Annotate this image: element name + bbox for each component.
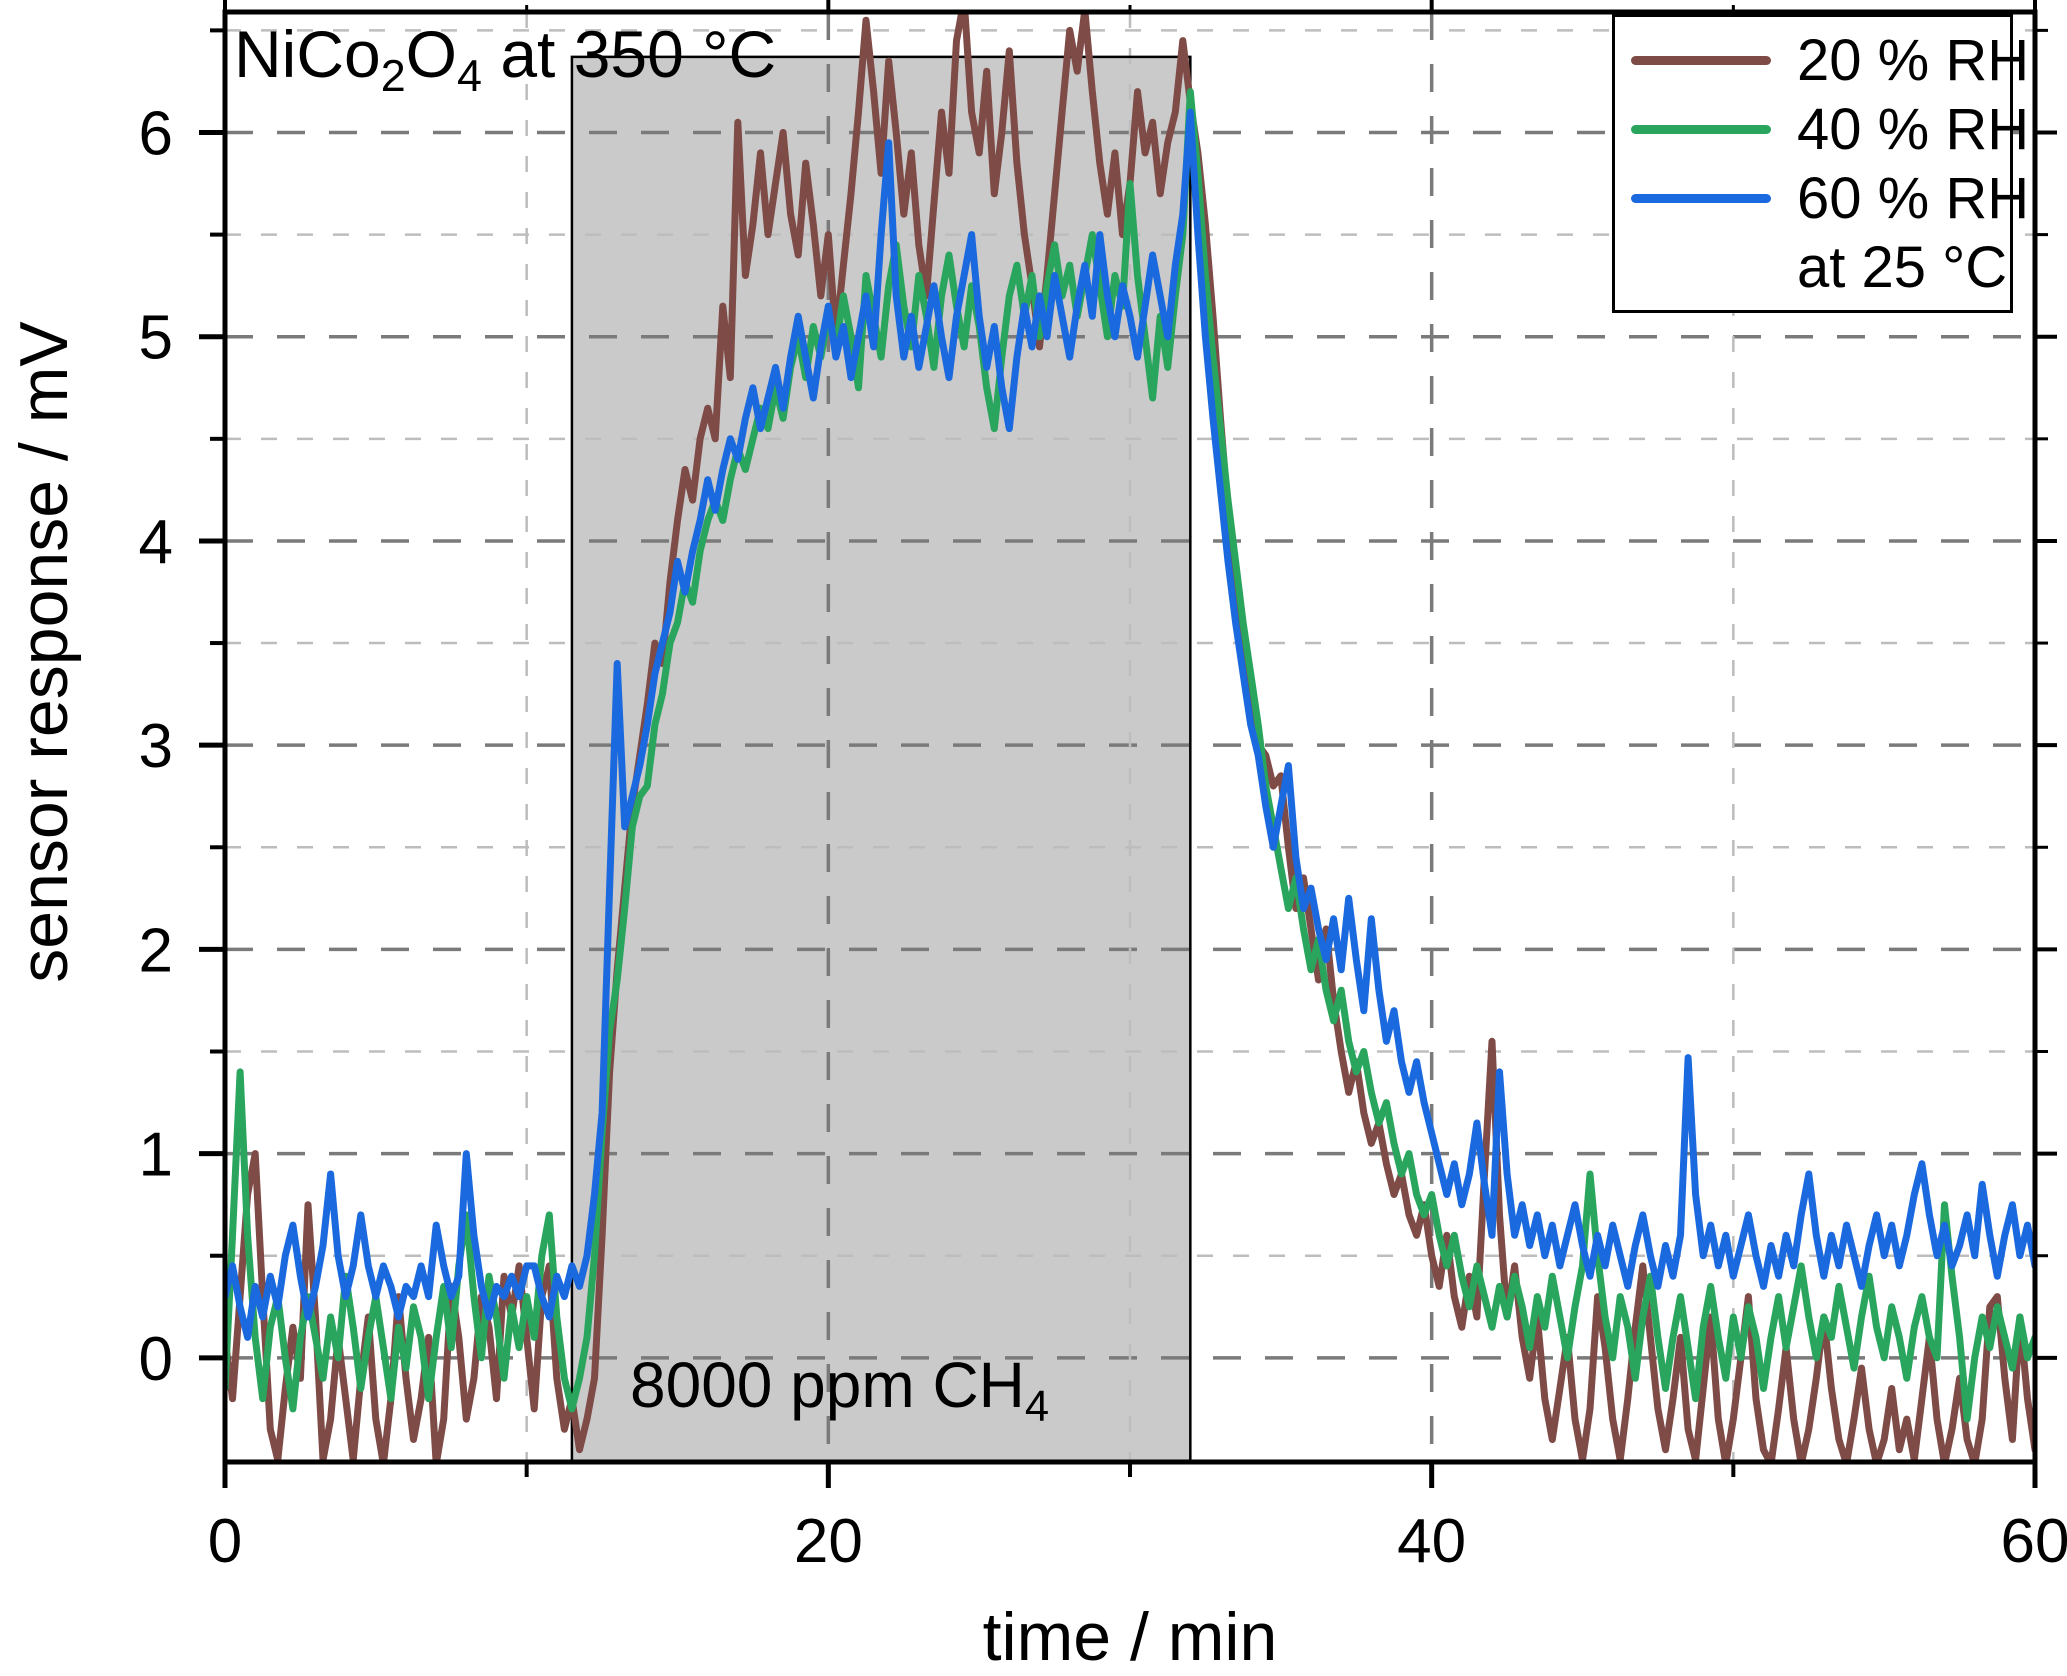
gas-concentration-annotation: 8000 ppm CH4	[630, 1348, 1049, 1431]
x-tick-label: 20	[794, 1507, 863, 1576]
annotation-subscript-4: 4	[1024, 1382, 1050, 1431]
legend-row-60rh: 60 % RH	[1631, 166, 2029, 231]
legend-label-20rh: 20 % RH	[1797, 27, 2030, 93]
title-text: O	[405, 17, 458, 91]
series-line-40rh	[227, 88, 2033, 1423]
title-text: NiCo	[234, 17, 381, 91]
gridlines	[225, 12, 2035, 1462]
y-tick-label: 4	[139, 508, 173, 577]
series-line-60rh	[227, 108, 2033, 1341]
legend-box: 20 % RH 40 % RH 60 % RH at 25 °C	[1612, 14, 2029, 313]
gas-region-border	[570, 55, 1192, 1462]
title-text: at 350 °C	[481, 17, 777, 91]
axis-ticks	[199, 0, 2057, 1488]
y-tick-label: 5	[139, 304, 173, 373]
y-axis-label: sensor response / mV	[6, 321, 82, 983]
annotation-text: 8000 ppm CH	[630, 1349, 1025, 1421]
y-tick-label: 2	[139, 916, 173, 985]
data-series-group	[227, 14, 2033, 1462]
legend-label-temperature: at 25 °C	[1797, 234, 2008, 300]
legend-row-temperature: at 25 °C	[1631, 234, 2010, 300]
x-axis-label: time / min	[982, 1599, 1278, 1675]
y-tick-label: 6	[139, 99, 173, 168]
legend-row-20rh: 20 % RH	[1631, 28, 2029, 93]
chart-title: NiCo2O4 at 350 °C	[234, 16, 777, 101]
legend-line-20rh	[1631, 55, 1771, 65]
legend-row-40rh: 40 % RH	[1631, 97, 2029, 162]
legend-line-40rh	[1631, 124, 1771, 134]
y-tick-label: 3	[139, 712, 173, 781]
legend-line-60rh	[1631, 193, 1771, 203]
x-tick-label: 0	[208, 1507, 242, 1576]
y-tick-label: 0	[139, 1325, 173, 1394]
legend-label-60rh: 60 % RH	[1797, 165, 2030, 231]
title-subscript-4: 4	[457, 50, 482, 102]
x-tick-label: 40	[1397, 1507, 1466, 1576]
legend-label-40rh: 40 % RH	[1797, 96, 2030, 162]
tick-labels: 0 20 40 60 0 1 2 3 4 5 6	[139, 99, 2067, 1576]
title-subscript-2: 2	[380, 50, 406, 102]
x-tick-label: 60	[2001, 1507, 2067, 1576]
y-tick-label: 1	[139, 1121, 173, 1190]
